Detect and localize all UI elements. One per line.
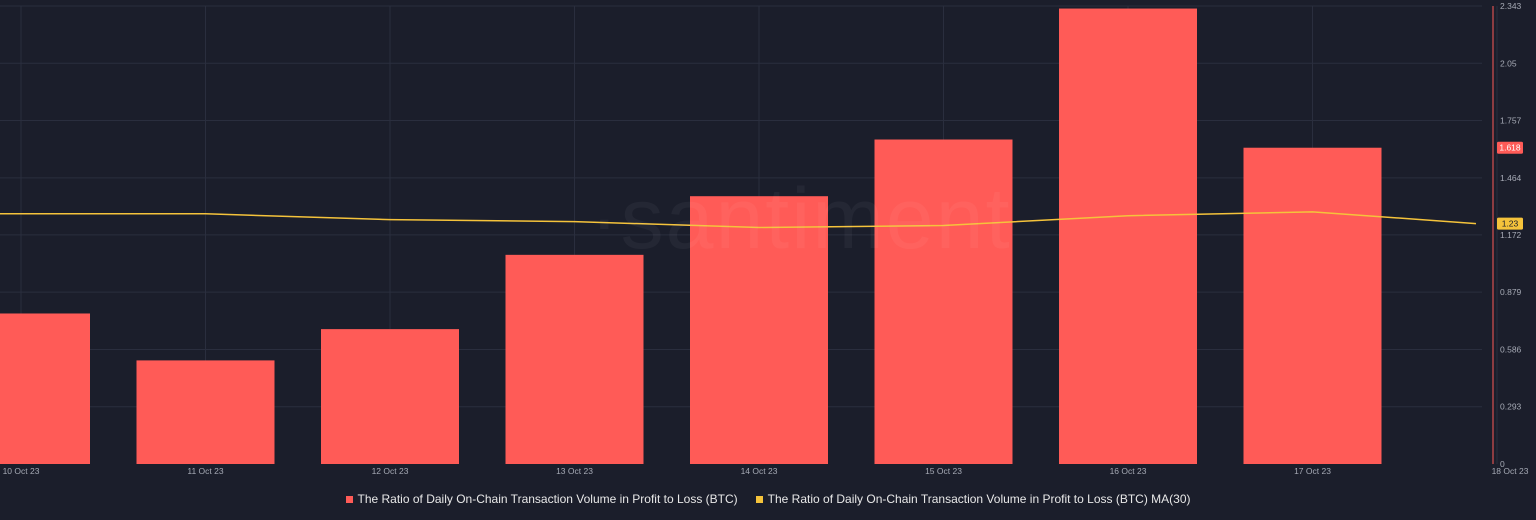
bar (136, 360, 275, 464)
last-value-badge-ratio: 1.618 (1499, 143, 1521, 153)
y-tick-label: 0.293 (1500, 402, 1522, 412)
legend: The Ratio of Daily On-Chain Transaction … (0, 492, 1536, 506)
bar (690, 196, 828, 464)
y-tick-label: 2.343 (1500, 1, 1522, 11)
x-tick-label: 16 Oct 23 (1110, 466, 1147, 476)
last-value-badge-ma30-bg (1497, 217, 1523, 230)
x-tick-label: 12 Oct 23 (372, 466, 409, 476)
bar (321, 329, 459, 464)
x-tick-label: 14 Oct 23 (741, 466, 778, 476)
x-tick-label: 11 Oct 23 (187, 466, 223, 476)
y-tick-label: 1.172 (1500, 230, 1522, 240)
y-tick-label: 0.586 (1500, 344, 1522, 354)
last-value-badge-ratio-bg (1497, 141, 1523, 154)
legend-label-ratio: The Ratio of Daily On-Chain Transaction … (357, 492, 738, 506)
bar (1059, 8, 1197, 464)
bar (1243, 147, 1382, 464)
legend-label-ma30: The Ratio of Daily On-Chain Transaction … (767, 492, 1191, 506)
y-tick-label: 2.05 (1500, 58, 1517, 68)
legend-swatch-ratio (345, 495, 353, 503)
x-tick-label: 17 Oct 23 (1294, 466, 1331, 476)
y-tick-label: 1.464 (1500, 173, 1522, 183)
ma30-line (0, 211, 1477, 229)
legend-swatch-ma30 (755, 495, 763, 503)
y-tick-label: 0 (1500, 459, 1505, 469)
y-tick-label: 0.879 (1500, 287, 1522, 297)
x-tick-label: 13 Oct 23 (556, 466, 593, 476)
legend-item-ratio[interactable]: The Ratio of Daily On-Chain Transaction … (345, 492, 738, 506)
x-tick-label: 10 Oct 23 (3, 466, 40, 476)
watermark: ·santiment (590, 170, 1012, 269)
bar (874, 139, 1013, 465)
x-tick-label: 18 Oct 23 (1492, 466, 1529, 476)
bar (0, 313, 90, 464)
legend-item-ma30[interactable]: The Ratio of Daily On-Chain Transaction … (755, 492, 1191, 506)
y-tick-label: 1.757 (1500, 116, 1522, 126)
bar (505, 254, 644, 464)
last-value-badge-ma30: 1.23 (1502, 219, 1519, 229)
chart-svg: 0 0.293 0.586 0.879 1.172 1.464 1.757 2.05 2.343… (0, 1, 1529, 476)
x-tick-label: 15 Oct 23 (925, 466, 962, 476)
